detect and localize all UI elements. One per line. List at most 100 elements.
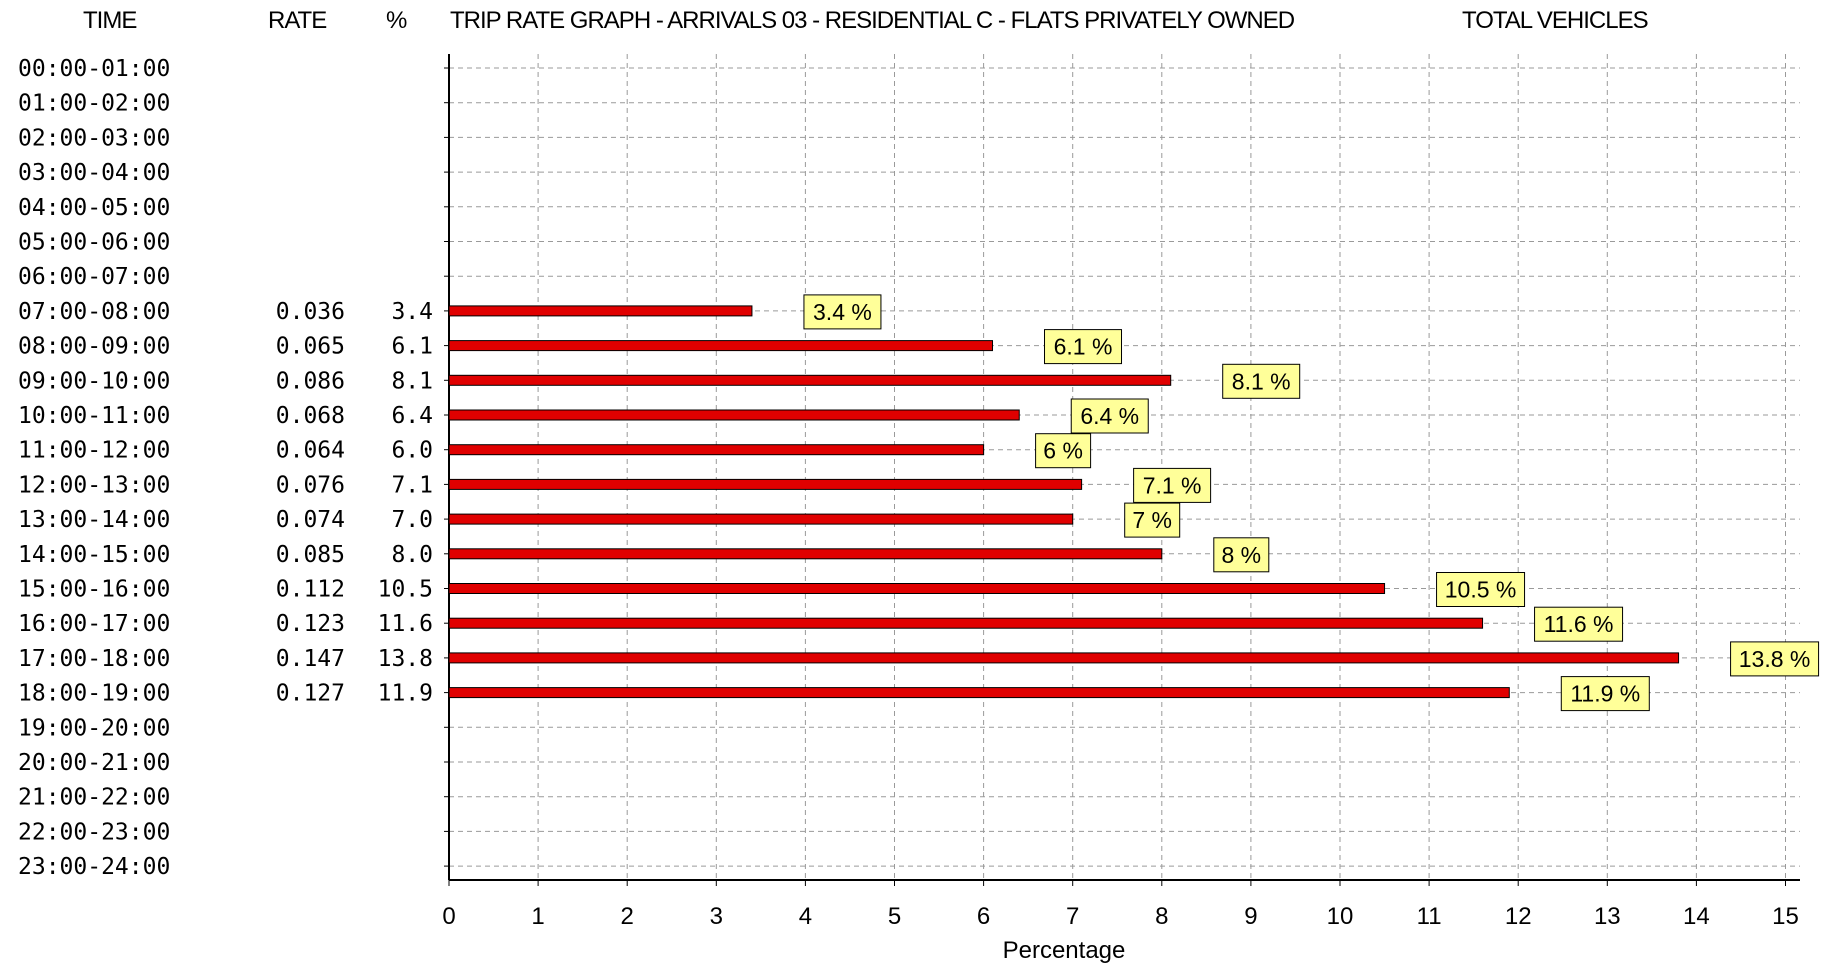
data-label-box (1730, 641, 1820, 677)
percent-column-header: % (386, 7, 407, 34)
bar (448, 478, 1083, 490)
data-label: 6.1 % (1044, 329, 1123, 365)
bars (448, 305, 1680, 699)
data-label-text: 11.9 % (1570, 681, 1640, 707)
data-label: 6.4 % (1070, 398, 1149, 434)
rate-value: 0.147 (276, 646, 345, 672)
data-label: 13.8 % (1730, 641, 1820, 677)
x-tick-label: 15 (1772, 903, 1799, 930)
chart-title: TRIP RATE GRAPH - ARRIVALS 03 - RESIDENT… (450, 7, 1295, 34)
rate-value: 0.036 (276, 299, 345, 325)
bar (448, 687, 1510, 699)
time-label: 15:00-16:00 (18, 577, 170, 603)
x-axis-label: Percentage (1003, 937, 1126, 964)
time-label: 10:00-11:00 (18, 403, 170, 429)
data-label-box (803, 294, 882, 330)
time-column-header: TIME (83, 7, 136, 34)
bar (448, 548, 1163, 560)
time-label: 18:00-19:00 (18, 681, 170, 707)
data-label-box (1035, 433, 1092, 469)
data-label-text: 11.6 % (1544, 611, 1614, 637)
bar (448, 617, 1484, 629)
x-tick-label: 12 (1505, 903, 1532, 930)
time-label: 07:00-08:00 (18, 299, 170, 325)
x-tick-label: 8 (1155, 903, 1168, 930)
percent-value: 7.1 (391, 472, 433, 498)
data-label-box (1560, 676, 1650, 712)
data-label-box (1133, 467, 1212, 503)
time-label: 04:00-05:00 (18, 195, 170, 221)
percent-value: 7.0 (391, 507, 433, 533)
percent-value: 3.4 (391, 299, 433, 325)
time-label: 05:00-06:00 (18, 230, 170, 256)
time-label: 01:00-02:00 (18, 91, 170, 117)
time-label: 23:00-24:00 (18, 854, 170, 880)
bar (448, 513, 1074, 525)
rate-value: 0.074 (276, 507, 345, 533)
time-label: 02:00-03:00 (18, 125, 170, 151)
bar (448, 305, 753, 317)
time-label: 12:00-13:00 (18, 472, 170, 498)
data-label-box (1436, 572, 1526, 607)
percent-value: 11.6 (378, 611, 433, 637)
data-label: 11.6 % (1534, 606, 1624, 642)
rate-value: 0.085 (276, 542, 345, 568)
bar (448, 583, 1386, 594)
data-label: 7.1 % (1133, 467, 1212, 503)
time-label: 06:00-07:00 (18, 264, 170, 290)
data-labels: 3.4 % 6.1 % 8.1 % 6.4 % 6 % 7.1 % 7 % 8 % 10.5 %… (803, 294, 1820, 712)
rate-value: 0.064 (276, 438, 345, 464)
percent-value: 6.0 (391, 438, 433, 464)
grid-lines (449, 54, 1800, 880)
x-tick-label: 0 (442, 903, 455, 930)
data-label: 8 % (1213, 537, 1270, 573)
x-tick-label: 14 (1683, 903, 1710, 930)
time-label: 08:00-09:00 (18, 334, 170, 360)
x-tick-label: 2 (621, 903, 634, 930)
data-label: 3.4 % (803, 294, 882, 330)
time-label: 21:00-22:00 (18, 785, 170, 811)
rate-column-header: RATE (268, 7, 326, 34)
x-tick-label: 4 (799, 903, 812, 930)
time-label: 11:00-12:00 (18, 438, 170, 464)
time-label: 16:00-17:00 (18, 611, 170, 637)
data-label-box (1044, 329, 1123, 365)
time-label: 13:00-14:00 (18, 507, 170, 533)
data-label-text: 8 % (1221, 542, 1261, 568)
rate-value: 0.065 (276, 334, 345, 360)
percent-value: 11.9 (378, 681, 433, 707)
x-tick-label: 6 (977, 903, 990, 930)
percent-value: 6.1 (391, 334, 433, 360)
rate-value: 0.076 (276, 472, 345, 498)
bar (448, 340, 994, 352)
x-tick-label: 7 (1066, 903, 1079, 930)
percent-value: 6.4 (391, 403, 433, 429)
time-label: 17:00-18:00 (18, 646, 170, 672)
time-label: 03:00-04:00 (18, 160, 170, 186)
data-label: 10.5 % (1436, 572, 1526, 607)
x-tick-label: 11 (1417, 903, 1442, 930)
data-label-text: 6.4 % (1080, 403, 1139, 429)
rate-value: 0.086 (276, 368, 345, 394)
rate-value: 0.112 (276, 577, 345, 603)
data-label-text: 8.1 % (1232, 368, 1291, 394)
axes (444, 54, 1800, 886)
x-tick-label: 13 (1594, 903, 1621, 930)
time-label: 20:00-21:00 (18, 750, 170, 776)
data-label-text: 6.1 % (1054, 334, 1113, 360)
data-label-text: 13.8 % (1739, 646, 1811, 672)
data-label: 11.9 % (1560, 676, 1650, 712)
rate-value: 0.123 (276, 611, 345, 637)
x-tick-label: 5 (888, 903, 901, 930)
time-label: 00:00-01:00 (18, 56, 170, 82)
data-label-box (1213, 537, 1270, 573)
data-label-text: 3.4 % (813, 299, 872, 325)
percent-value: 13.8 (378, 646, 433, 672)
bar (448, 374, 1172, 386)
data-label: 7 % (1124, 502, 1181, 538)
bar (448, 652, 1680, 664)
time-label: 14:00-15:00 (18, 542, 170, 568)
data-label-text: 7.1 % (1143, 472, 1202, 498)
data-label-box (1124, 502, 1181, 538)
